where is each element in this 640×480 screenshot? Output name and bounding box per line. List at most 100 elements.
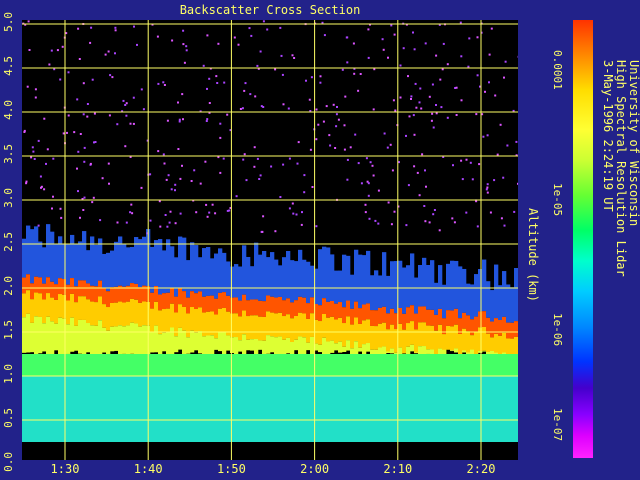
noise-dot [412,114,415,117]
noise-dot [77,27,80,30]
noise-dot [132,122,135,125]
noise-dot [279,196,282,198]
noise-dot [24,23,27,26]
noise-dot [223,81,226,84]
heatmap-cell [490,321,495,338]
heatmap-cell [430,325,435,350]
heatmap-cell [182,354,187,376]
heatmap-cell [74,243,79,287]
heatmap-cell [122,376,127,442]
heatmap-cell [238,376,243,442]
heatmap-cell [434,376,439,442]
heatmap-cell [166,332,171,357]
heatmap-cell [230,313,235,338]
heatmap-cell [478,351,483,353]
heatmap-cell [410,344,415,352]
heatmap-cell [350,376,355,442]
chart-title: Backscatter Cross Section [179,3,361,17]
heatmap-cell [402,354,407,376]
heatmap-cell [58,317,63,355]
heatmap-cell [474,332,479,357]
noise-dot [248,27,251,30]
heatmap-cell [338,354,343,376]
noise-dot [129,156,132,158]
heatmap-cell [74,354,79,376]
heatmap-cell [54,299,59,324]
noise-dot [455,114,458,116]
noise-dot [261,230,264,233]
noise-dot [25,180,28,183]
heatmap-cell [434,354,439,376]
heatmap-cell [466,315,471,332]
noise-dot [244,82,247,85]
noise-dot [393,33,396,36]
heatmap-cell [298,336,303,355]
heatmap-cell [274,376,279,442]
heatmap-cell [170,354,175,376]
heatmap-cell [110,376,115,442]
heatmap-cell [150,354,155,376]
heatmap-cell [294,376,299,442]
noise-dot [478,163,481,166]
heatmap-cell [350,324,355,349]
heatmap-cell [370,354,375,376]
noise-dot [503,76,505,79]
heatmap-cell [354,249,359,302]
heatmap-cell [122,286,127,303]
below-data-band [22,442,518,460]
noise-dot [410,95,413,98]
heatmap-cell [26,225,31,275]
heatmap-cell [170,246,175,288]
heatmap-cell [434,330,439,355]
heatmap-cell [190,242,195,292]
noise-dot [109,74,112,77]
heatmap-cell [142,285,147,302]
heatmap-cell [170,327,175,355]
noise-dot [344,95,347,98]
noise-dot [386,146,389,149]
noise-dot [390,223,393,226]
heatmap-cell [46,277,51,294]
noise-dot [377,222,380,225]
y-tick-label: 1.0 [2,364,15,384]
noise-dot [99,219,102,222]
heatmap-cell [374,349,379,355]
heatmap-cell [82,319,87,358]
heatmap-cell [234,264,239,298]
heatmap-cell [394,313,399,330]
heatmap-cell [386,329,391,353]
heatmap-cell [386,351,391,353]
heatmap-cell [354,341,359,357]
heatmap-cell [314,354,319,376]
noise-dot [162,81,165,84]
colorbar [573,20,593,458]
heatmap-cell [306,342,311,351]
heatmap-cell [62,279,67,295]
heatmap-cell [218,292,223,309]
noise-dot [219,171,222,174]
heatmap-cell [194,293,199,310]
noise-dot [352,42,355,45]
noise-dot [114,26,117,29]
heatmap-cell [326,376,331,442]
noise-dot [26,85,29,88]
noise-dot [39,175,42,178]
heatmap-cell [98,376,103,442]
noise-dot [159,225,162,228]
heatmap-cell [318,321,323,345]
noise-dot [43,117,46,120]
heatmap-cell [470,376,475,442]
noise-dot [371,164,374,167]
heatmap-cell [458,334,463,358]
x-tick-label: 1:30 [50,462,80,476]
noise-dot [452,164,454,167]
noise-dot [215,75,218,78]
heatmap-cell [458,266,463,319]
heatmap-cell [294,261,299,301]
heatmap-cell [22,293,27,318]
heatmap-cell [26,376,31,442]
heatmap-cell [466,376,471,442]
heatmap-cell [358,376,363,442]
heatmap-cell [178,327,183,350]
heatmap-cell [282,300,287,317]
